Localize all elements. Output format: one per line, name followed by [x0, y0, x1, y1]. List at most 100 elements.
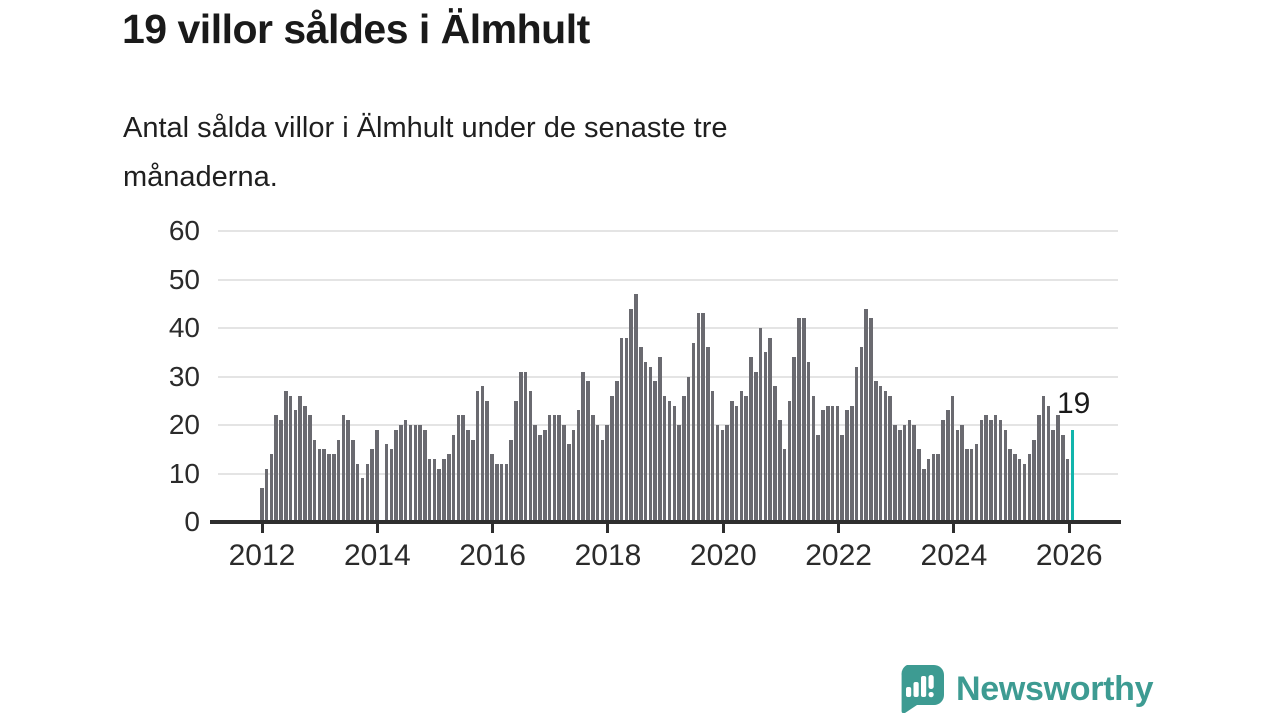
bar [710, 391, 715, 522]
bar [614, 381, 619, 522]
logo-wordmark: Newsworthy [956, 669, 1154, 708]
bar [643, 361, 648, 522]
bar [519, 371, 523, 522]
x-axis-label-2022: 2022 [805, 539, 872, 572]
bar [1008, 449, 1012, 522]
bar [499, 463, 504, 522]
bar [442, 458, 446, 522]
bar [955, 429, 960, 522]
x-axis-label-2024: 2024 [920, 539, 988, 572]
bar [1037, 415, 1041, 522]
bar [936, 454, 940, 522]
x-axis-label-2018: 2018 [574, 539, 642, 572]
bar [279, 420, 283, 522]
bar [878, 386, 883, 522]
bar [475, 391, 480, 522]
bar [835, 405, 840, 522]
bar [451, 434, 456, 522]
x-tick-2018 [606, 524, 610, 533]
highlighted-bar [1070, 429, 1075, 522]
bar [773, 386, 777, 522]
bar [969, 449, 974, 522]
bar [830, 405, 835, 522]
bar [758, 328, 763, 522]
bar [600, 439, 605, 522]
bar [984, 415, 988, 522]
bar [322, 449, 326, 522]
bar [662, 395, 667, 522]
bar [802, 318, 806, 522]
bar [696, 313, 701, 522]
bar [590, 415, 595, 522]
x-tick-2012 [260, 524, 264, 533]
bar [461, 415, 466, 522]
bar [1032, 439, 1036, 522]
bar [576, 410, 581, 522]
bar [648, 366, 653, 522]
x-axis-label-2014: 2014 [343, 539, 411, 572]
bar [1017, 458, 1022, 522]
y-axis-label-50: 50 [168, 263, 200, 295]
bar [624, 337, 629, 522]
bar [490, 454, 494, 522]
bar [485, 400, 489, 522]
bar [797, 318, 801, 522]
bar [595, 425, 600, 522]
bar [375, 429, 379, 522]
bar [336, 439, 341, 522]
bar [480, 386, 485, 522]
bar [394, 429, 398, 522]
bar [543, 429, 547, 522]
bar [993, 415, 998, 522]
bar [408, 425, 413, 522]
bar [619, 337, 624, 522]
bar [897, 429, 902, 522]
bar [869, 318, 873, 522]
bar [514, 400, 518, 522]
y-axis-label-30: 30 [168, 360, 200, 392]
gridline-30 [218, 375, 1118, 378]
bar [744, 395, 749, 522]
bar [921, 468, 926, 522]
bar [260, 488, 264, 522]
bar [945, 410, 950, 522]
bar [763, 352, 768, 522]
x-tick-2024 [952, 524, 956, 533]
bar [965, 449, 969, 522]
bar [1056, 415, 1060, 522]
bar [351, 439, 355, 522]
bar [269, 454, 274, 522]
bar [686, 376, 691, 522]
bar [1027, 454, 1032, 522]
bar [850, 405, 854, 522]
bar [941, 420, 945, 522]
bar [859, 347, 864, 522]
bar [466, 429, 470, 522]
bar [288, 395, 293, 522]
bar [907, 420, 912, 522]
bar [567, 444, 571, 522]
bar [854, 366, 859, 522]
bar [845, 410, 849, 522]
bar [739, 391, 744, 522]
bar [456, 415, 461, 522]
plot-area: 0 10 20 30 40 50 60 2012 2014 2016 2018 2020 2022 20… [169, 215, 1121, 572]
gridline-60 [218, 230, 1118, 232]
bar [725, 425, 729, 522]
bar [902, 425, 907, 522]
y-axis-label-0: 0 [184, 506, 200, 537]
bar [509, 439, 513, 522]
bar [1041, 395, 1046, 522]
bar [720, 429, 725, 522]
x-tick-2020 [721, 524, 725, 533]
bar [581, 371, 585, 522]
bar [303, 405, 307, 522]
bar [504, 463, 509, 522]
bar [432, 458, 437, 522]
value-annotation: 19 [1057, 387, 1091, 420]
bar [447, 454, 451, 522]
bar [370, 449, 374, 522]
bar [346, 420, 350, 522]
bar [768, 337, 773, 522]
